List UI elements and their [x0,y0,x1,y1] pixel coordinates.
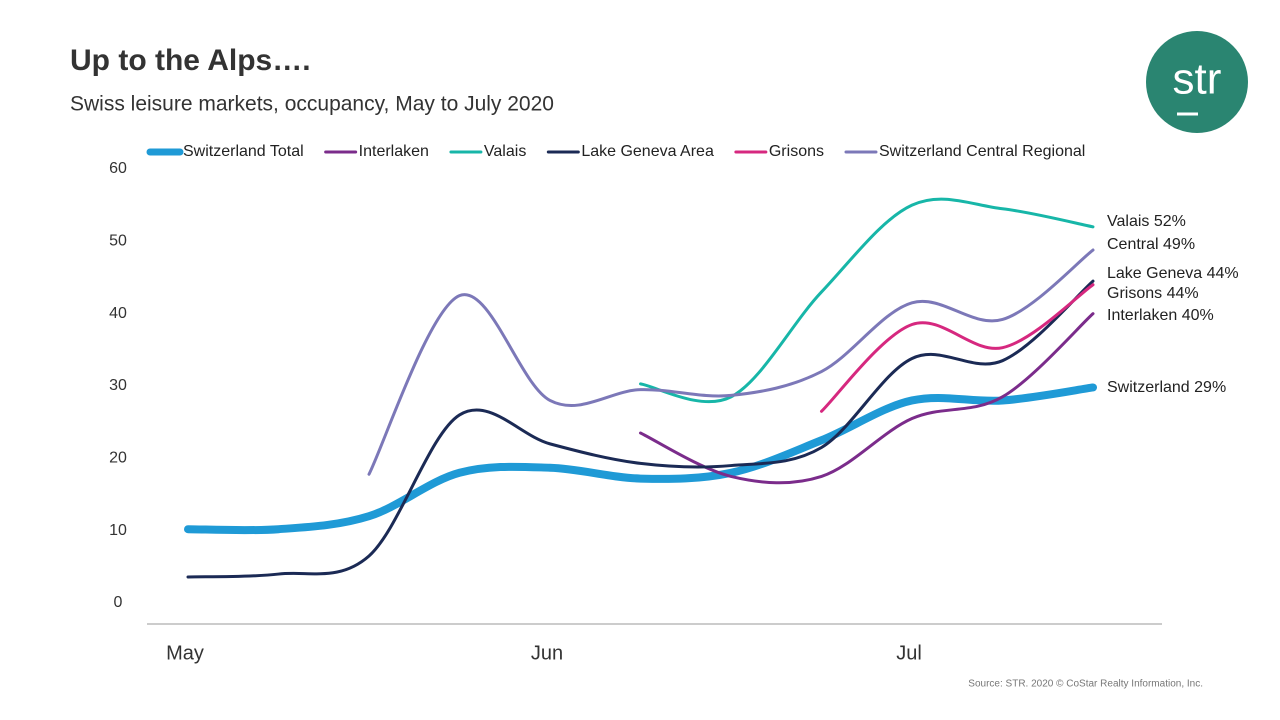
legend-label: Interlaken [359,143,429,160]
series-line [367,248,1095,476]
legend-label: Valais [484,143,526,160]
series-line [186,279,1095,579]
series-line [639,197,1095,403]
logo-text: str [1173,55,1222,104]
y-tick-label: 10 [109,522,127,539]
logo-circle [1146,31,1248,133]
source: Source: STR. 2020 © CoStar Realty Inform… [968,679,1203,690]
chart-subtitle: Swiss leisure markets, occupancy, May to… [70,93,554,116]
series-line [184,383,1097,535]
legend-label: Lake Geneva Area [581,143,714,160]
legend-label: Grisons [769,143,824,160]
legend-label: Switzerland Total [183,143,304,160]
end-label: Central 49% [1107,236,1195,253]
end-label: Interlaken 40% [1107,307,1214,324]
end-label: Lake Geneva 44% [1107,265,1239,282]
end-label: Valais 52% [1107,213,1186,230]
series-line [639,312,1095,485]
y-tick-label: 60 [109,160,127,177]
legend-label: Switzerland Central Regional [879,143,1085,160]
x-tick-label: May [166,642,204,664]
y-tick-label: 20 [109,450,127,467]
chart-title: Up to the Alps…. [70,44,311,77]
x-tick-label: Jul [896,642,922,664]
series-line [820,283,1095,413]
y-tick-label: 50 [109,233,127,250]
y-tick-label: 30 [109,377,127,394]
end-label: Grisons 44% [1107,285,1199,302]
y-tick-label: 40 [109,305,127,322]
x-tick-label: Jun [531,642,563,664]
end-label: Switzerland 29% [1107,379,1226,396]
y-tick-label: 0 [114,594,123,611]
